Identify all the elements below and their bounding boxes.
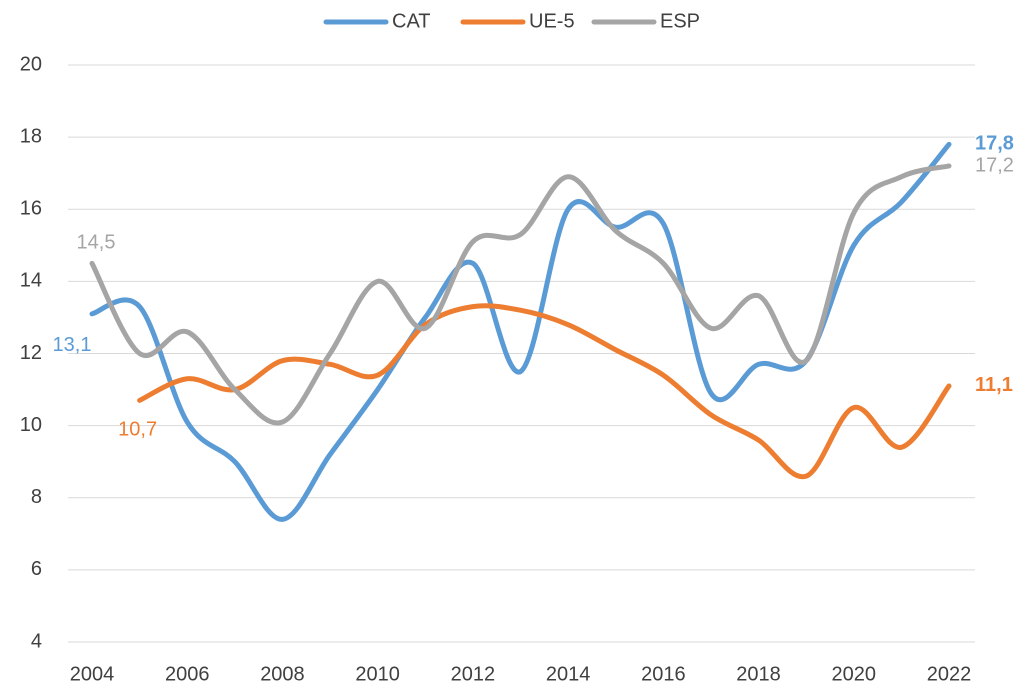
data-label: 14,5	[77, 232, 116, 254]
y-tick-label: 18	[20, 125, 42, 147]
legend-label: ESP	[660, 10, 700, 32]
y-tick-label: 10	[20, 414, 42, 436]
y-tick-label: 12	[20, 342, 42, 364]
data-label: 11,1	[975, 374, 1013, 396]
y-tick-label: 14	[20, 270, 42, 292]
x-tick-label: 2010	[355, 663, 400, 685]
x-tick-label: 2008	[260, 663, 305, 685]
x-tick-label: 2022	[927, 663, 972, 685]
series-line	[137, 303, 952, 480]
y-tick-label: 20	[20, 53, 42, 75]
data-label: 17,2	[975, 154, 1014, 176]
x-tick-label: 2006	[165, 663, 210, 685]
series-line	[89, 163, 952, 426]
y-tick-label: 8	[31, 486, 42, 508]
y-tick-label: 4	[31, 630, 42, 652]
x-tick-label: 2012	[451, 663, 496, 685]
x-tick-label: 2020	[832, 663, 877, 685]
y-tick-label: 16	[20, 198, 42, 220]
x-tick-label: 2018	[736, 663, 781, 685]
legend-label: UE-5	[529, 10, 575, 32]
x-tick-label: 2014	[546, 663, 591, 685]
x-tick-label: 2016	[641, 663, 686, 685]
data-label: 13,1	[53, 334, 92, 356]
data-label: 17,8	[975, 133, 1014, 155]
y-tick-label: 6	[31, 558, 42, 580]
data-label: 10,7	[118, 419, 157, 441]
x-tick-label: 2004	[70, 663, 115, 685]
legend-label: CAT	[392, 10, 431, 32]
